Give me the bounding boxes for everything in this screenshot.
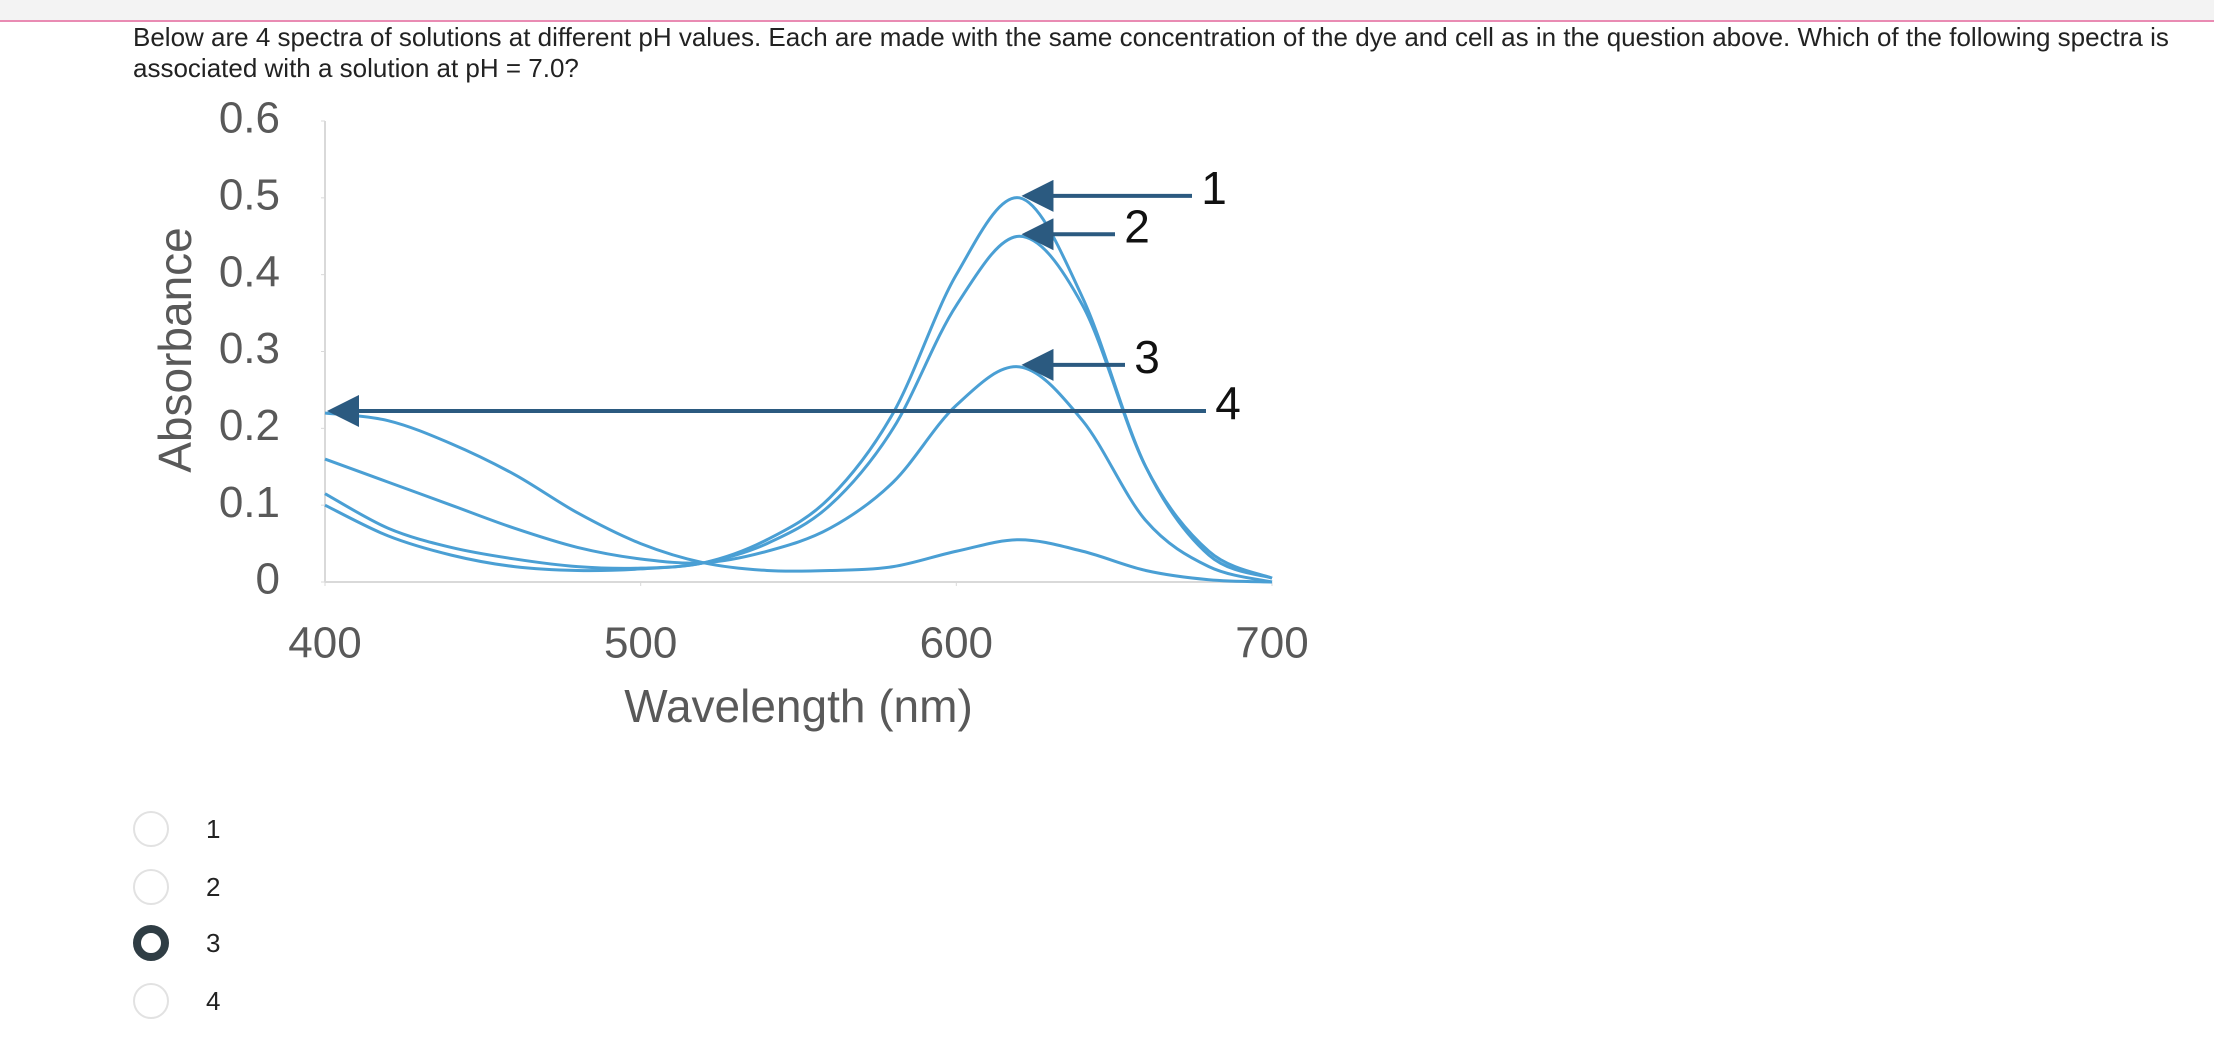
top-bar [0, 0, 2214, 22]
radio-button[interactable] [133, 811, 169, 847]
y-tick-label: 0.3 [219, 324, 280, 373]
question-text: Below are 4 spectra of solutions at diff… [133, 22, 2169, 83]
annotation-label: 2 [1124, 200, 1150, 252]
spectrum-line [324, 196, 1273, 580]
option-label[interactable]: 4 [206, 986, 220, 1016]
y-axis-title: Absorbance [149, 227, 201, 473]
option-label[interactable]: 3 [206, 928, 220, 958]
y-tick-label: 0.4 [219, 247, 280, 296]
x-tick-label: 700 [1235, 619, 1308, 668]
spectrum-line [324, 365, 1273, 584]
x-tick-label: 400 [288, 619, 361, 668]
option-label[interactable]: 2 [206, 872, 220, 902]
radio-button[interactable] [133, 869, 169, 905]
annotation-label: 3 [1134, 331, 1160, 383]
x-tick-label: 500 [604, 619, 677, 668]
radio-button[interactable] [133, 925, 169, 961]
spectrum-line [324, 411, 1273, 584]
y-tick-label: 0 [256, 555, 280, 604]
x-tick-label: 600 [920, 619, 993, 668]
x-axis-title: Wavelength (nm) [624, 680, 973, 732]
y-tick-label: 0.6 [219, 94, 280, 143]
spectrum-line [324, 234, 1273, 580]
annotation-label: 4 [1215, 377, 1241, 429]
y-tick-label: 0.2 [219, 401, 280, 450]
radio-button[interactable] [133, 983, 169, 1019]
y-tick-label: 0.5 [219, 170, 280, 219]
annotation-label: 1 [1201, 162, 1227, 214]
y-tick-label: 0.1 [219, 478, 280, 527]
option-label[interactable]: 1 [206, 814, 220, 844]
